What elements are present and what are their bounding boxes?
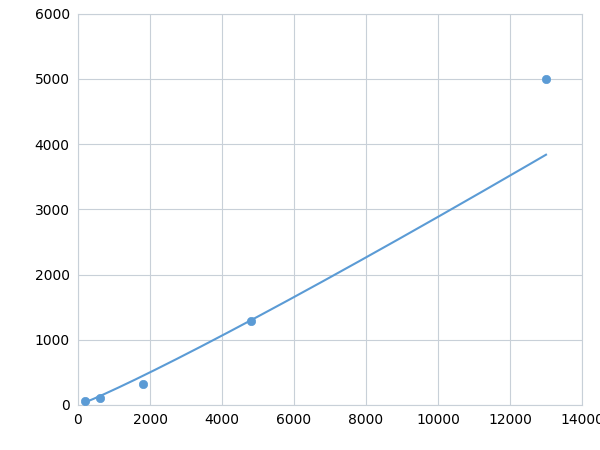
Point <box>246 318 256 325</box>
Point <box>80 397 90 405</box>
Point <box>138 381 148 388</box>
Point <box>541 75 551 82</box>
Point <box>95 395 104 402</box>
